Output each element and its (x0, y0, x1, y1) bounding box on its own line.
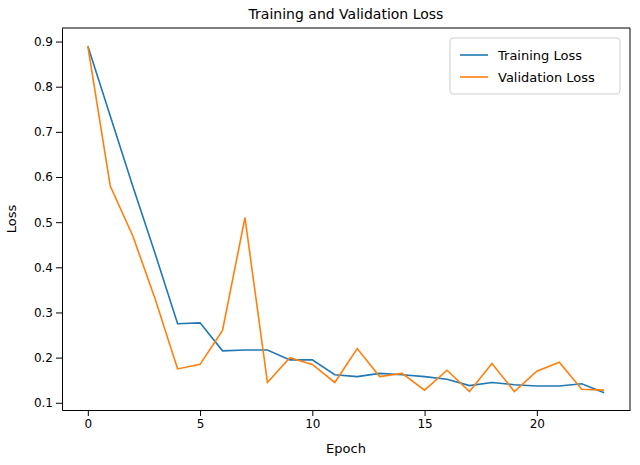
y-axis-title: Loss (4, 205, 19, 234)
y-tick: 0.1 (34, 396, 62, 410)
y-tick-label: 0.8 (34, 80, 53, 94)
y-tick-mark (56, 42, 62, 43)
y-tick-label: 0.7 (34, 125, 53, 139)
y-tick: 0.6 (34, 170, 62, 184)
legend-swatch (460, 54, 488, 56)
plot: 0 5 10 15 20 0.1 0.2 0.3 0.4 0.5 0.6 0.7 0.8 0.9 Train… (34, 28, 631, 431)
x-tick-mark (537, 410, 538, 416)
y-axis-line (62, 29, 63, 411)
line (88, 46, 604, 391)
x-tick-mark (312, 410, 313, 416)
y-tick-mark (56, 267, 62, 268)
y-tick-mark (56, 132, 62, 133)
frame (62, 28, 630, 410)
legend-swatch (460, 76, 488, 78)
y-tick-label: 0.6 (34, 170, 53, 184)
legend-label: Validation Loss (498, 70, 595, 85)
y-tick-mark (56, 87, 62, 88)
legend: Training Loss Validation Loss (450, 38, 620, 94)
y-tick: 0.2 (34, 351, 62, 365)
y-tick: 0.8 (34, 80, 62, 94)
y-tick-mark (56, 312, 62, 313)
y-tick: 0.5 (34, 216, 62, 230)
x-tick-mark (200, 410, 201, 416)
line (88, 46, 604, 393)
x-tick: 10 (305, 410, 320, 431)
x-tick-mark (425, 410, 426, 416)
x-tick: 20 (530, 410, 545, 431)
y-tick: 0.3 (34, 306, 62, 320)
x-tick-label: 20 (530, 417, 545, 431)
y-tick: 0.7 (34, 125, 62, 139)
y-tick-label: 0.3 (34, 306, 53, 320)
y-tick-mark (56, 403, 62, 404)
series-group (88, 46, 604, 393)
y-tick: 0.4 (34, 261, 62, 275)
y-tick-label: 0.5 (34, 216, 53, 230)
x-tick-label: 5 (197, 417, 205, 431)
x-tick-mark (88, 410, 89, 416)
x-axis-line (63, 410, 631, 411)
y-tick: 0.9 (34, 35, 62, 49)
x-tick: 15 (417, 410, 432, 431)
y-tick-label: 0.2 (34, 351, 53, 365)
y-tick-label: 0.9 (34, 35, 53, 49)
x-axis-title: Epoch (326, 441, 366, 456)
x-tick: 5 (197, 410, 205, 431)
y-tick-label: 0.1 (34, 396, 53, 410)
x-axis: 0 5 10 15 20 (63, 410, 631, 431)
chart: 0 5 10 15 20 0.1 0.2 0.3 0.4 0.5 0.6 0.7 0.8 0.9 Train… (0, 0, 640, 465)
x-tick-label: 15 (417, 417, 432, 431)
x-tick-label: 10 (305, 417, 320, 431)
spine-top (62, 28, 630, 29)
title: Training and Validation Loss (248, 6, 444, 22)
x-tick: 0 (84, 410, 92, 431)
legend-box (450, 38, 620, 94)
spine-right (630, 28, 631, 410)
y-tick-mark (56, 358, 62, 359)
y-tick-mark (56, 177, 62, 178)
y-axis: 0.1 0.2 0.3 0.4 0.5 0.6 0.7 0.8 0.9 (34, 29, 63, 411)
legend-label: Training Loss (497, 48, 582, 63)
y-tick-label: 0.4 (34, 261, 53, 275)
x-tick-label: 0 (84, 417, 92, 431)
y-tick-mark (56, 222, 62, 223)
